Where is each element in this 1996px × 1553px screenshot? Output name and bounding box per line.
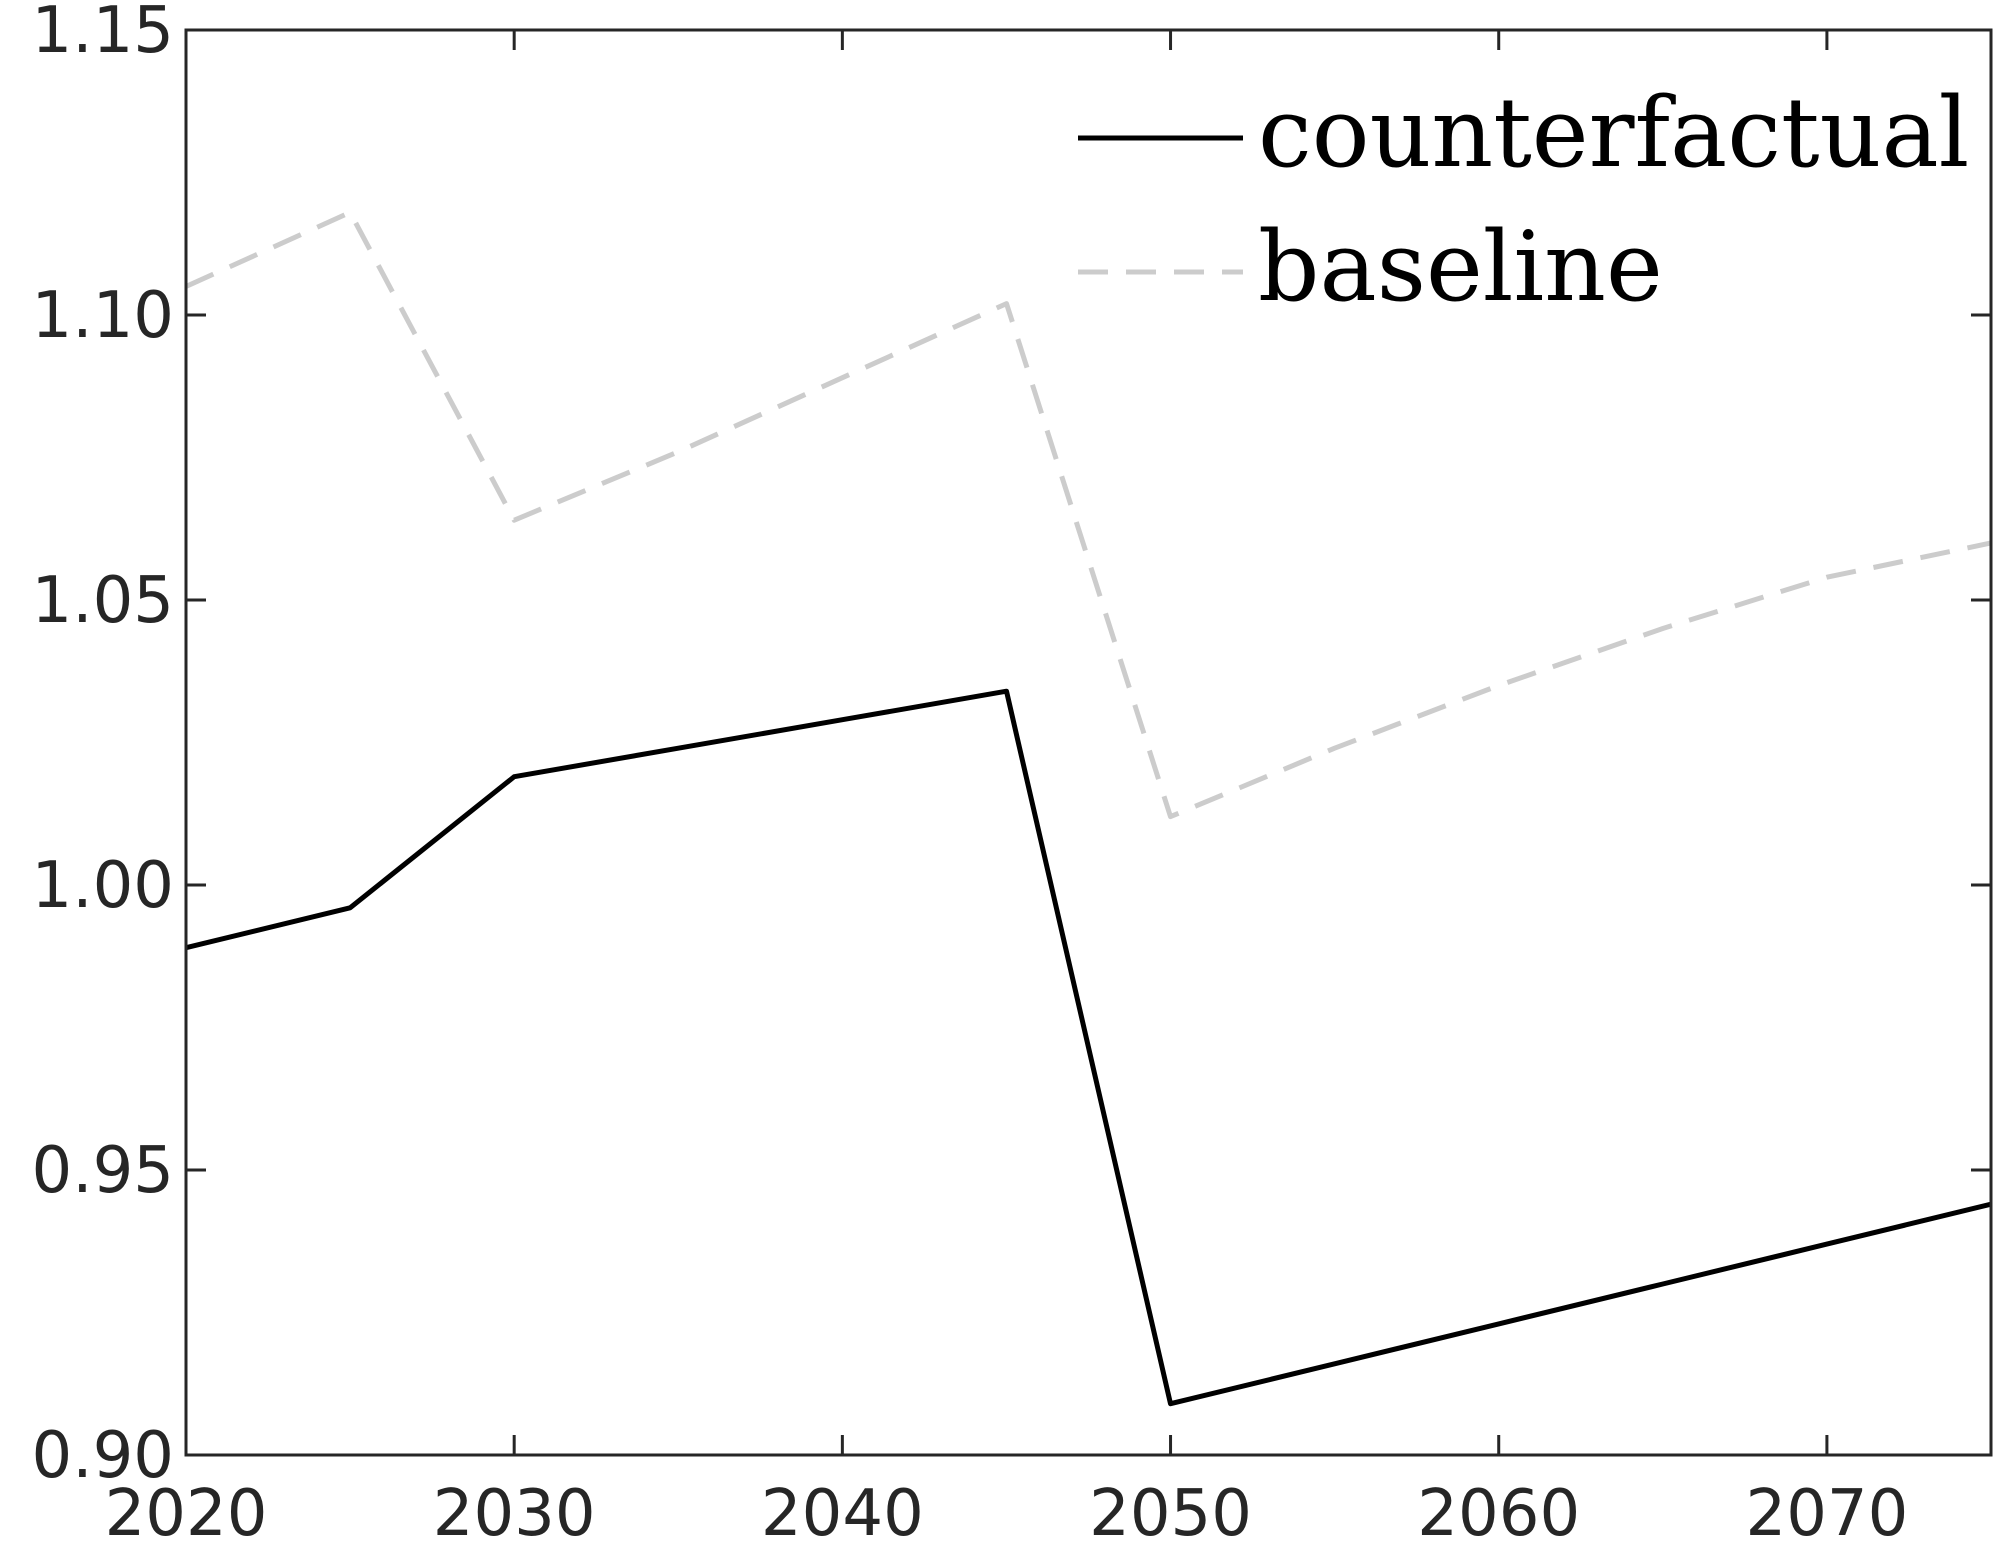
- y-tick-label: 1.05: [32, 564, 175, 638]
- x-tick-label: 2020: [105, 1477, 268, 1551]
- plot-lines: [186, 209, 1991, 1407]
- y-tick-label: 0.90: [32, 1419, 175, 1493]
- series-line-counterfactual: [186, 688, 1991, 1407]
- y-tick-label: 1.10: [32, 279, 175, 353]
- axes: [184, 28, 1993, 1457]
- legend-label-counterfactual: counterfactual: [1258, 77, 1969, 189]
- legend-label-baseline: baseline: [1258, 211, 1663, 323]
- y-axis-ticks: 0.90 0.95 1.00 1.05 1.10 1.15: [32, 0, 1991, 1493]
- y-tick-label: 1.00: [32, 849, 175, 923]
- x-tick-label: 2030: [433, 1477, 596, 1551]
- x-tick-label: 2050: [1089, 1477, 1252, 1551]
- y-tick-label: 0.95: [32, 1134, 175, 1208]
- series-line-baseline: [186, 209, 1991, 820]
- x-tick-label: 2060: [1417, 1477, 1580, 1551]
- x-tick-label: 2040: [761, 1477, 924, 1551]
- legend: counterfactual baseline: [1078, 77, 1969, 323]
- x-axis-ticks: 2020 2030 2040 2050 2060 2070: [105, 30, 1908, 1551]
- plot-frame: [184, 28, 1993, 1457]
- x-tick-label: 2070: [1745, 1477, 1908, 1551]
- y-tick-label: 1.15: [32, 0, 175, 68]
